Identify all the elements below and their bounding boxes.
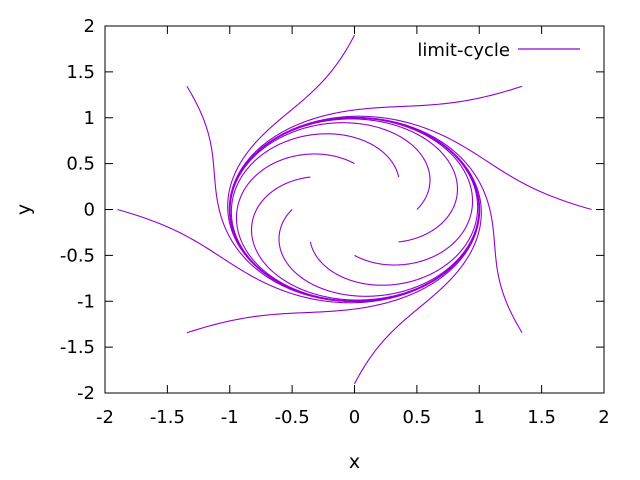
x-tick-label: -0.5: [275, 407, 310, 428]
y-tick-label: 2: [84, 16, 95, 37]
y-tick-label: 1: [84, 108, 95, 129]
x-tick-label: 2: [598, 407, 609, 428]
x-tick-label: 1: [474, 407, 485, 428]
y-tick-label: -1.5: [60, 337, 95, 358]
y-tick-label: -0.5: [60, 245, 95, 266]
legend-label: limit-cycle: [417, 40, 510, 61]
x-axis-label: x: [349, 451, 360, 473]
legend: limit-cycle: [417, 40, 580, 61]
y-tick-label: 0: [84, 200, 95, 221]
ticks-layer: -2 -1.5 -1 -0.5 0 0.5 1 1.5 2 -2 -1.5 -1 -0.5 0 0.5 1 1.…: [60, 16, 610, 428]
x-tick-label: 0: [349, 407, 360, 428]
x-tick-label: 0.5: [403, 407, 432, 428]
trajectory-15: [229, 118, 480, 302]
x-tick-label: -1: [221, 407, 239, 428]
plot-frame: [104, 25, 605, 394]
x-tick-label: -1.5: [150, 407, 185, 428]
y-axis-label: y: [13, 204, 35, 215]
x-tick-label: -2: [96, 407, 114, 428]
y-tick-label: -1: [77, 291, 95, 312]
trajectory-layer: [117, 34, 592, 385]
y-tick-label: 0.5: [66, 154, 95, 175]
y-tick-label: 1.5: [66, 62, 95, 83]
x-tick-label: 1.5: [527, 407, 556, 428]
y-tick-label: -2: [77, 383, 95, 404]
